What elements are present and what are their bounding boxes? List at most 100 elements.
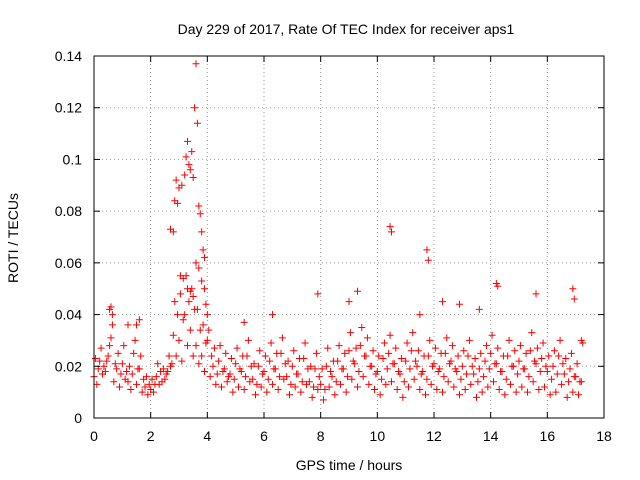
data-point	[478, 388, 486, 396]
data-point	[560, 370, 568, 378]
data-point	[202, 300, 210, 308]
data-point	[304, 365, 312, 373]
data-point	[542, 362, 550, 370]
data-point	[134, 365, 142, 373]
data-point	[420, 352, 428, 360]
data-point	[439, 388, 446, 396]
data-point	[501, 391, 509, 399]
data-point	[348, 375, 356, 383]
data-point	[205, 326, 213, 334]
data-point	[474, 378, 482, 386]
data-point	[208, 352, 216, 360]
data-point	[450, 383, 458, 391]
x-tick-label: 6	[260, 428, 268, 444]
data-point	[178, 357, 186, 365]
data-point	[475, 365, 483, 373]
data-point	[130, 349, 138, 357]
data-point	[181, 311, 189, 319]
data-point	[440, 373, 448, 381]
data-point	[273, 349, 281, 357]
data-point	[433, 386, 441, 394]
data-point	[555, 352, 563, 360]
data-point	[123, 367, 131, 375]
data-point	[191, 305, 199, 313]
data-point	[117, 370, 125, 378]
data-point	[365, 380, 373, 388]
data-point	[388, 378, 395, 386]
data-point	[189, 292, 197, 300]
data-point	[162, 370, 170, 378]
data-point	[565, 378, 573, 386]
data-point	[219, 367, 227, 375]
data-point	[448, 342, 456, 350]
data-point	[358, 324, 366, 331]
data-point	[209, 362, 217, 370]
data-point	[114, 349, 122, 357]
data-point	[106, 342, 114, 350]
data-point	[264, 375, 272, 383]
data-point	[481, 357, 489, 365]
data-point	[144, 391, 152, 399]
data-point	[185, 298, 193, 306]
data-point	[512, 388, 520, 396]
data-point	[257, 383, 265, 391]
data-point	[128, 370, 136, 378]
data-point	[575, 391, 582, 399]
data-point	[124, 321, 132, 329]
data-point	[470, 370, 478, 378]
data-point	[186, 287, 194, 295]
data-point	[216, 342, 224, 350]
x-tick-label: 0	[90, 428, 98, 444]
data-point	[110, 378, 118, 386]
data-point	[570, 295, 578, 303]
data-point	[201, 367, 208, 375]
data-point	[116, 383, 123, 391]
axis-ticks	[93, 55, 605, 419]
data-point	[291, 383, 299, 391]
data-point	[161, 375, 169, 383]
data-point	[301, 339, 309, 347]
data-point	[451, 365, 459, 373]
data-point	[567, 349, 575, 357]
data-point	[356, 342, 364, 350]
y-tick-label: 0.04	[55, 307, 82, 323]
data-point	[254, 362, 262, 370]
data-point	[276, 373, 284, 381]
data-point	[563, 393, 571, 401]
data-point	[484, 383, 492, 391]
data-point	[410, 375, 418, 383]
data-point	[426, 336, 434, 344]
data-point	[267, 339, 275, 347]
data-point	[349, 357, 357, 365]
data-point	[288, 362, 296, 370]
data-point	[192, 259, 200, 267]
data-point	[222, 349, 230, 357]
data-point	[463, 370, 471, 378]
data-point	[107, 334, 115, 342]
data-point	[174, 199, 182, 207]
data-point	[526, 347, 534, 355]
x-tick-label: 2	[147, 428, 155, 444]
data-point	[380, 339, 388, 347]
y-tick-label: 0.1	[63, 151, 83, 167]
data-point	[195, 202, 203, 210]
data-point	[125, 362, 133, 370]
x-tick-label: 12	[426, 428, 442, 444]
data-point	[184, 342, 191, 350]
data-point	[157, 367, 165, 375]
data-point	[337, 380, 344, 388]
data-point	[192, 60, 200, 68]
data-point	[175, 336, 183, 344]
data-point	[423, 375, 431, 383]
data-point	[511, 347, 519, 355]
data-point	[318, 365, 326, 373]
data-point	[218, 383, 225, 391]
data-point	[106, 305, 114, 313]
data-point	[393, 386, 401, 394]
data-point	[427, 380, 435, 388]
data-point	[552, 388, 560, 396]
y-tick-label: 0.08	[55, 203, 82, 219]
data-point	[444, 378, 452, 386]
data-point	[327, 367, 335, 375]
data-point	[168, 360, 176, 368]
